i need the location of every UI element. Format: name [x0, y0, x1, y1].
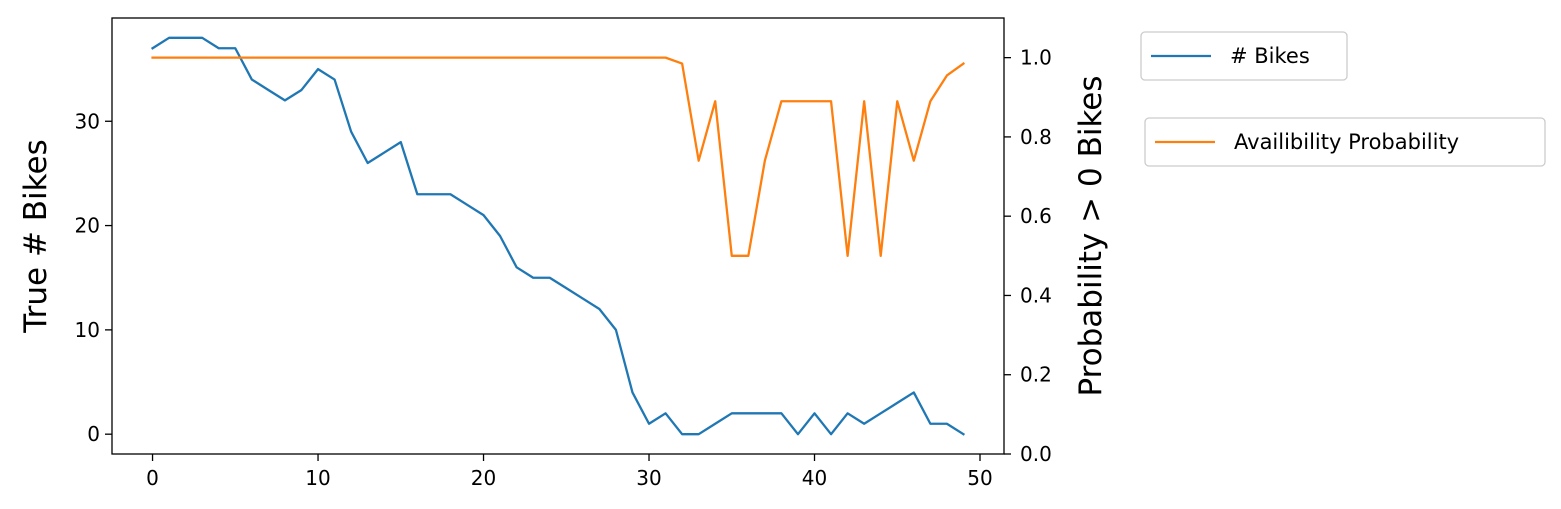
- y-left-tick-label: 20: [75, 214, 100, 238]
- x-tick-label: 30: [636, 466, 661, 490]
- legend-label-bikes: # Bikes: [1230, 44, 1310, 68]
- y-right-tick-label: 0.2: [1020, 363, 1052, 387]
- y-right-tick-label: 0.4: [1020, 283, 1052, 307]
- y-right-tick-label: 0.6: [1020, 204, 1052, 228]
- x-tick-label: 20: [471, 466, 496, 490]
- plot-frame: [111, 17, 1005, 455]
- y-left-tick-label: 10: [75, 318, 100, 342]
- lines-layer: [150, 36, 966, 436]
- legend-box-availability: Availibility Probability: [1144, 117, 1546, 167]
- y-left-tick-label: 30: [75, 109, 100, 133]
- y-right-tick-label: 0.0: [1020, 442, 1052, 466]
- y-right-tick-label: 1.0: [1020, 46, 1052, 70]
- y-right-tick-label: 0.8: [1020, 125, 1052, 149]
- y-left-tick-label: 0: [87, 422, 100, 446]
- y-axis-right-title: Probability > 0 Bikes: [1073, 75, 1109, 396]
- legend-box-bikes: # Bikes: [1140, 31, 1348, 81]
- x-tick-label: 0: [146, 466, 159, 490]
- x-tick-label: 10: [305, 466, 330, 490]
- x-tick-label: 50: [967, 466, 992, 490]
- legend-label-availability: Availibility Probability: [1234, 130, 1459, 154]
- ticks-layer: 0 10 20 30 40 50 0 10 20 30 0.0 0.2 0.4 0.6 0.8 1.0: [75, 46, 1052, 490]
- series-line-bikes: [150, 36, 966, 436]
- x-tick-label: 40: [802, 466, 827, 490]
- series-line-availability: [151, 56, 966, 257]
- y-axis-left-title: True # Bikes: [18, 139, 54, 333]
